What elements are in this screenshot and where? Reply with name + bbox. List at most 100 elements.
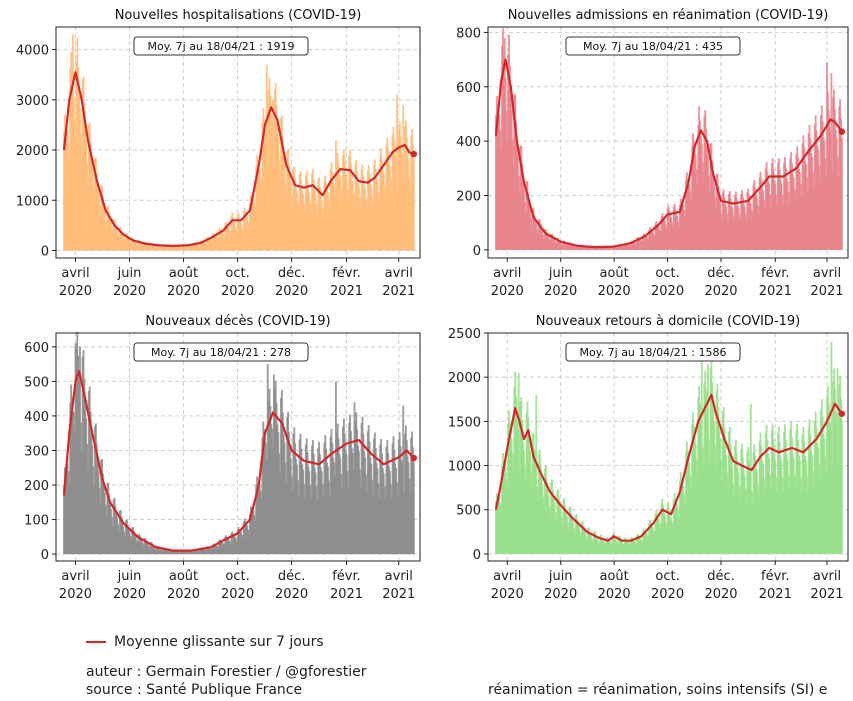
daily-bar	[830, 73, 833, 250]
y-tick-label: 0	[41, 244, 49, 259]
x-tick-label: avril	[385, 266, 413, 281]
x-tick-year-label: 2021	[810, 284, 843, 299]
x-tick-label: juin	[117, 569, 142, 584]
x-tick-label: oct.	[655, 569, 679, 584]
daily-bar	[840, 137, 843, 250]
daily-bars	[63, 331, 415, 555]
moving-average-line	[494, 58, 843, 249]
x-tick-year-label: 2020	[651, 587, 684, 602]
x-tick-label: août	[599, 266, 628, 281]
daily-bar	[265, 64, 268, 251]
daily-bar	[840, 420, 843, 554]
y-tick-label: 600	[456, 81, 481, 96]
x-tick-label: oct.	[225, 569, 249, 584]
last-value-marker	[838, 128, 846, 135]
y-tick-label: 800	[456, 26, 481, 41]
x-tick-year-label: 2020	[491, 587, 524, 602]
y-tick-label: 2500	[448, 327, 481, 342]
x-tick-label: déc.	[707, 569, 735, 584]
x-tick-label: déc.	[278, 266, 306, 281]
y-tick-label: 2000	[16, 144, 49, 159]
x-tick-label: oct.	[655, 266, 679, 281]
annotation-text: Moy. 7j au 18/04/21 : 1919	[147, 40, 294, 53]
annotation-box	[133, 342, 309, 362]
x-tick-year-label: 2020	[544, 587, 577, 602]
footer-author: auteur : Germain Forestier / @gforestier	[86, 664, 367, 680]
x-tick-label: oct.	[225, 266, 249, 281]
x-tick-label: août	[599, 569, 628, 584]
y-tick-label: 0	[41, 548, 49, 563]
daily-bar	[749, 403, 752, 554]
daily-bar	[836, 368, 839, 554]
chart-legend: Moyenne glissante sur 7 jours	[86, 632, 324, 652]
x-tick-year-label: 2020	[275, 284, 308, 299]
chart-title: Nouveaux retours à domicile (COVID-19)	[536, 314, 801, 329]
x-tick-year-label: 2020	[167, 587, 200, 602]
chart-title: Nouvelles hospitalisations (COVID-19)	[115, 8, 362, 23]
y-tick-label: 400	[456, 135, 481, 150]
x-tick-year-label: 2021	[382, 284, 415, 299]
daily-bars	[494, 28, 843, 250]
x-tick-label: juin	[548, 569, 573, 584]
last-value-marker	[410, 454, 418, 462]
annotation-text: Moy. 7j au 18/04/21 : 435	[583, 40, 723, 53]
annotation-box	[133, 36, 309, 56]
x-tick-label: avril	[61, 569, 89, 584]
chart-panel-2: Nouvelles admissions en réanimation (COV…	[456, 8, 849, 299]
annotation-box	[565, 342, 741, 362]
daily-bar	[402, 405, 405, 555]
legend-line-swatch	[86, 641, 106, 643]
x-tick-label: févr.	[761, 569, 790, 584]
y-tick-label: 400	[24, 410, 49, 425]
charts-svg: Nouvelles hospitalisations (COVID-19) 0 10…	[16, 8, 849, 602]
x-tick-label: juin	[548, 266, 573, 281]
y-tick-label: 500	[24, 375, 49, 390]
y-tick-label: 0	[473, 548, 481, 563]
moving-average-line	[62, 369, 415, 552]
x-tick-year-label: 2020	[275, 587, 308, 602]
y-tick-label: 0	[473, 244, 481, 259]
y-tick-label: 1000	[16, 194, 49, 209]
footer-note: réanimation = réanimation, soins intensi…	[488, 682, 828, 698]
x-tick-year-label: 2020	[59, 284, 92, 299]
x-tick-year-label: 2020	[704, 587, 737, 602]
x-tick-year-label: 2020	[704, 284, 737, 299]
y-tick-label: 2000	[448, 371, 481, 386]
x-tick-label: avril	[813, 569, 841, 584]
x-tick-year-label: 2021	[330, 587, 363, 602]
y-tick-label: 600	[24, 341, 49, 356]
footer-source: source : Santé Publique France	[86, 682, 303, 698]
x-tick-year-label: 2021	[810, 587, 843, 602]
x-tick-year-label: 2020	[491, 284, 524, 299]
y-tick-label: 300	[24, 444, 49, 459]
x-tick-year-label: 2020	[651, 284, 684, 299]
y-tick-label: 4000	[16, 44, 49, 59]
y-tick-label: 200	[456, 189, 481, 204]
x-tick-label: août	[169, 266, 198, 281]
x-tick-label: févr.	[332, 569, 361, 584]
x-tick-label: avril	[813, 266, 841, 281]
x-tick-label: avril	[61, 266, 89, 281]
moving-average-line	[62, 71, 415, 247]
x-tick-label: déc.	[707, 266, 735, 281]
x-tick-year-label: 2020	[113, 587, 146, 602]
x-tick-year-label: 2021	[382, 587, 415, 602]
daily-bar	[517, 372, 520, 554]
daily-bars	[494, 341, 843, 554]
x-tick-year-label: 2020	[598, 284, 631, 299]
y-tick-label: 200	[24, 479, 49, 494]
x-tick-year-label: 2020	[221, 284, 254, 299]
daily-bar	[412, 462, 415, 555]
x-tick-label: févr.	[332, 266, 361, 281]
chart-title: Nouveaux décès (COVID-19)	[145, 314, 330, 329]
daily-bar	[830, 341, 833, 554]
x-tick-label: juin	[117, 266, 142, 281]
x-tick-year-label: 2021	[330, 284, 363, 299]
chart-panel-3: Nouveaux décès (COVID-19) 0 100 200 300 400 50…	[24, 314, 421, 602]
x-tick-label: avril	[385, 569, 413, 584]
daily-bar	[535, 394, 538, 554]
annotation-text: Moy. 7j au 18/04/21 : 1586	[579, 346, 726, 359]
x-tick-label: août	[169, 569, 198, 584]
last-value-marker	[410, 150, 418, 158]
